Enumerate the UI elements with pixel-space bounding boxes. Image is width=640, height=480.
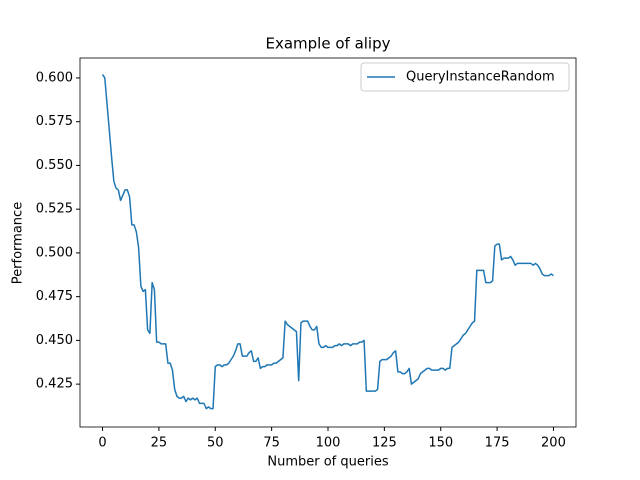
x-tick-label: 0 (98, 436, 106, 451)
data-line (101, 74, 554, 410)
y-tick-label: 0.425 (36, 377, 73, 392)
y-tick-label: 0.600 (36, 70, 73, 85)
chart-title: Example of alipy (266, 35, 391, 53)
x-tick-label: 25 (151, 436, 168, 451)
y-tick-label: 0.575 (36, 114, 73, 129)
legend-box (360, 62, 570, 92)
y-axis-label: Performance (11, 202, 26, 284)
y-tick-label: 0.500 (36, 245, 73, 260)
y-tick-label: 0.550 (36, 158, 73, 173)
plot-frame (79, 57, 577, 428)
x-tick-label: 75 (263, 436, 280, 451)
x-tick-label: 50 (207, 436, 224, 451)
x-tick-label: 200 (541, 436, 566, 451)
y-tick-label: 0.450 (36, 333, 73, 348)
x-tick-label: 175 (485, 436, 510, 451)
x-axis-label: Number of queries (267, 455, 388, 470)
y-tick-label: 0.525 (36, 202, 73, 217)
x-tick-label: 150 (428, 436, 453, 451)
y-tick-label: 0.475 (36, 289, 73, 304)
x-tick-label: 125 (372, 436, 397, 451)
x-tick-label: 100 (316, 436, 341, 451)
legend-label: QueryInstanceRandom (406, 70, 555, 85)
